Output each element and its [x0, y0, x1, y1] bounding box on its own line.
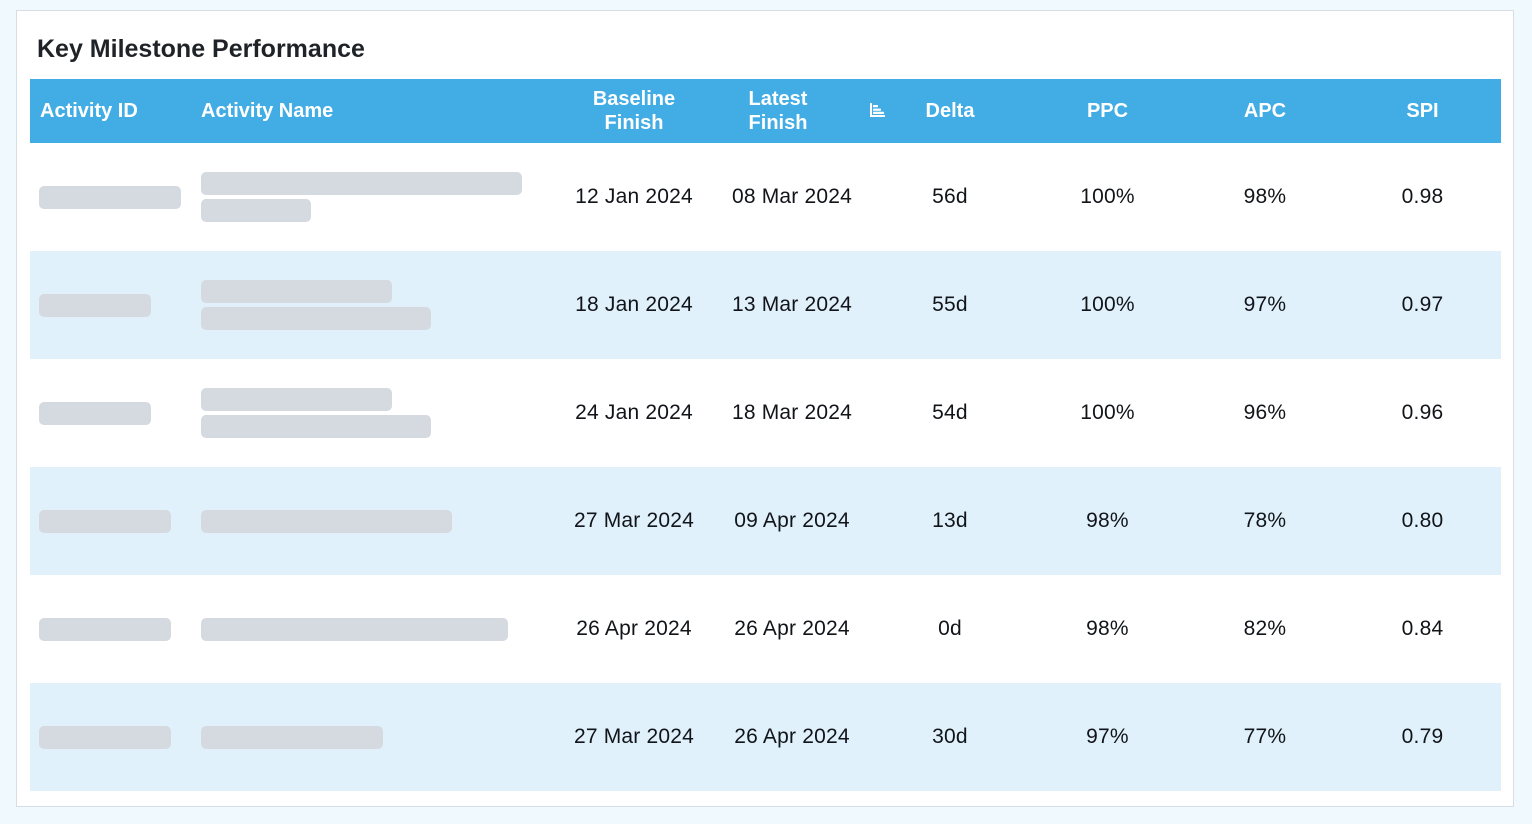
ppc-cell: 98%: [1086, 509, 1129, 532]
delta-cell: 0d: [938, 617, 962, 640]
redacted-placeholder: [39, 401, 151, 425]
ppc-cell: 100%: [1080, 185, 1135, 208]
delta-cell: 13d: [932, 509, 968, 532]
header-activity-name[interactable]: Activity Name: [201, 100, 334, 122]
spi-cell: 0.84: [1401, 617, 1444, 640]
redacted-placeholder: [201, 280, 392, 303]
activity-name-cell: [191, 683, 555, 791]
apc-cell: 82%: [1243, 617, 1287, 640]
sort-icon[interactable]: [867, 101, 887, 121]
latest-finish-cell: 26 Apr 2024: [734, 617, 850, 640]
delta-cell: 54d: [932, 401, 968, 424]
header-apc[interactable]: APC: [1243, 100, 1287, 122]
table-row[interactable]: 18 Jan 2024 13 Mar 2024 55d 100% 97% 0.9…: [30, 251, 1501, 359]
table-row[interactable]: 24 Jan 2024 18 Mar 2024 54d 100% 96% 0.9…: [30, 359, 1501, 467]
activity-id-cell: [30, 683, 191, 791]
header-baseline-finish-line1: Baseline: [592, 88, 676, 110]
ppc-cell: 97%: [1086, 725, 1129, 748]
ppc-cell: 100%: [1080, 293, 1135, 316]
header-baseline-finish[interactable]: Baseline Finish: [555, 79, 713, 143]
redacted-placeholder: [201, 415, 431, 438]
activity-id-cell: [30, 251, 191, 359]
apc-cell: 96%: [1243, 401, 1287, 424]
activity-id-cell: [30, 575, 191, 683]
header-latest-finish-line1: Latest: [748, 88, 808, 110]
activity-id-cell: [30, 467, 191, 575]
latest-finish-cell: 13 Mar 2024: [731, 293, 853, 316]
latest-finish-cell: 08 Mar 2024: [731, 185, 853, 208]
ppc-cell: 98%: [1086, 617, 1129, 640]
redacted-placeholder: [201, 725, 383, 749]
baseline-finish-cell: 12 Jan 2024: [575, 185, 693, 208]
baseline-finish-cell: 27 Mar 2024: [573, 509, 695, 532]
header-activity-id[interactable]: Activity ID: [40, 100, 138, 122]
delta-cell: 56d: [932, 185, 968, 208]
redacted-placeholder: [39, 725, 171, 749]
baseline-finish-cell: 26 Apr 2024: [576, 617, 692, 640]
latest-finish-cell: 09 Apr 2024: [734, 509, 850, 532]
table-row[interactable]: 26 Apr 2024 26 Apr 2024 0d 98% 82% 0.84: [30, 575, 1501, 683]
latest-finish-cell: 18 Mar 2024: [731, 401, 853, 424]
header-latest-finish-line2: Finish: [748, 112, 808, 134]
apc-cell: 77%: [1243, 725, 1287, 748]
activity-name-cell: [191, 143, 555, 251]
activity-name-cell: [191, 359, 555, 467]
header-latest-finish[interactable]: Latest Finish: [713, 79, 885, 143]
apc-cell: 97%: [1243, 293, 1287, 316]
apc-cell: 98%: [1243, 185, 1287, 208]
apc-cell: 78%: [1243, 509, 1287, 532]
redacted-placeholder: [201, 307, 431, 330]
redacted-placeholder: [39, 293, 151, 317]
activity-id-cell: [30, 359, 191, 467]
baseline-finish-cell: 18 Jan 2024: [575, 293, 693, 316]
activity-name-cell: [191, 251, 555, 359]
activity-name-cell: [191, 467, 555, 575]
redacted-placeholder: [201, 172, 522, 195]
redacted-placeholder: [39, 617, 171, 641]
activity-name-cell: [191, 575, 555, 683]
baseline-finish-cell: 24 Jan 2024: [575, 401, 693, 424]
table-row[interactable]: 27 Mar 2024 26 Apr 2024 30d 97% 77% 0.79: [30, 683, 1501, 791]
delta-cell: 55d: [932, 293, 968, 316]
header-ppc[interactable]: PPC: [1086, 100, 1129, 122]
spi-cell: 0.79: [1401, 725, 1444, 748]
activity-id-cell: [30, 143, 191, 251]
spi-cell: 0.98: [1401, 185, 1444, 208]
redacted-placeholder: [201, 617, 508, 641]
table-row[interactable]: 27 Mar 2024 09 Apr 2024 13d 98% 78% 0.80: [30, 467, 1501, 575]
header-delta[interactable]: Delta: [925, 100, 975, 122]
redacted-placeholder: [39, 509, 171, 533]
spi-cell: 0.96: [1401, 401, 1444, 424]
redacted-placeholder: [39, 185, 181, 209]
redacted-placeholder: [201, 199, 311, 222]
header-spi[interactable]: SPI: [1406, 100, 1439, 122]
header-baseline-finish-line2: Finish: [604, 112, 664, 134]
ppc-cell: 100%: [1080, 401, 1135, 424]
baseline-finish-cell: 27 Mar 2024: [573, 725, 695, 748]
table-header-row: Activity ID Activity Name Baseline Finis…: [30, 79, 1501, 143]
milestone-table: Activity ID Activity Name Baseline Finis…: [30, 79, 1501, 791]
milestone-panel: Key Milestone Performance Activity ID Ac…: [16, 10, 1514, 807]
table-row[interactable]: 12 Jan 2024 08 Mar 2024 56d 100% 98% 0.9…: [30, 143, 1501, 251]
spi-cell: 0.97: [1401, 293, 1444, 316]
spi-cell: 0.80: [1401, 509, 1444, 532]
latest-finish-cell: 26 Apr 2024: [734, 725, 850, 748]
redacted-placeholder: [201, 509, 452, 533]
delta-cell: 30d: [932, 725, 968, 748]
panel-title: Key Milestone Performance: [37, 35, 365, 63]
redacted-placeholder: [201, 388, 392, 411]
